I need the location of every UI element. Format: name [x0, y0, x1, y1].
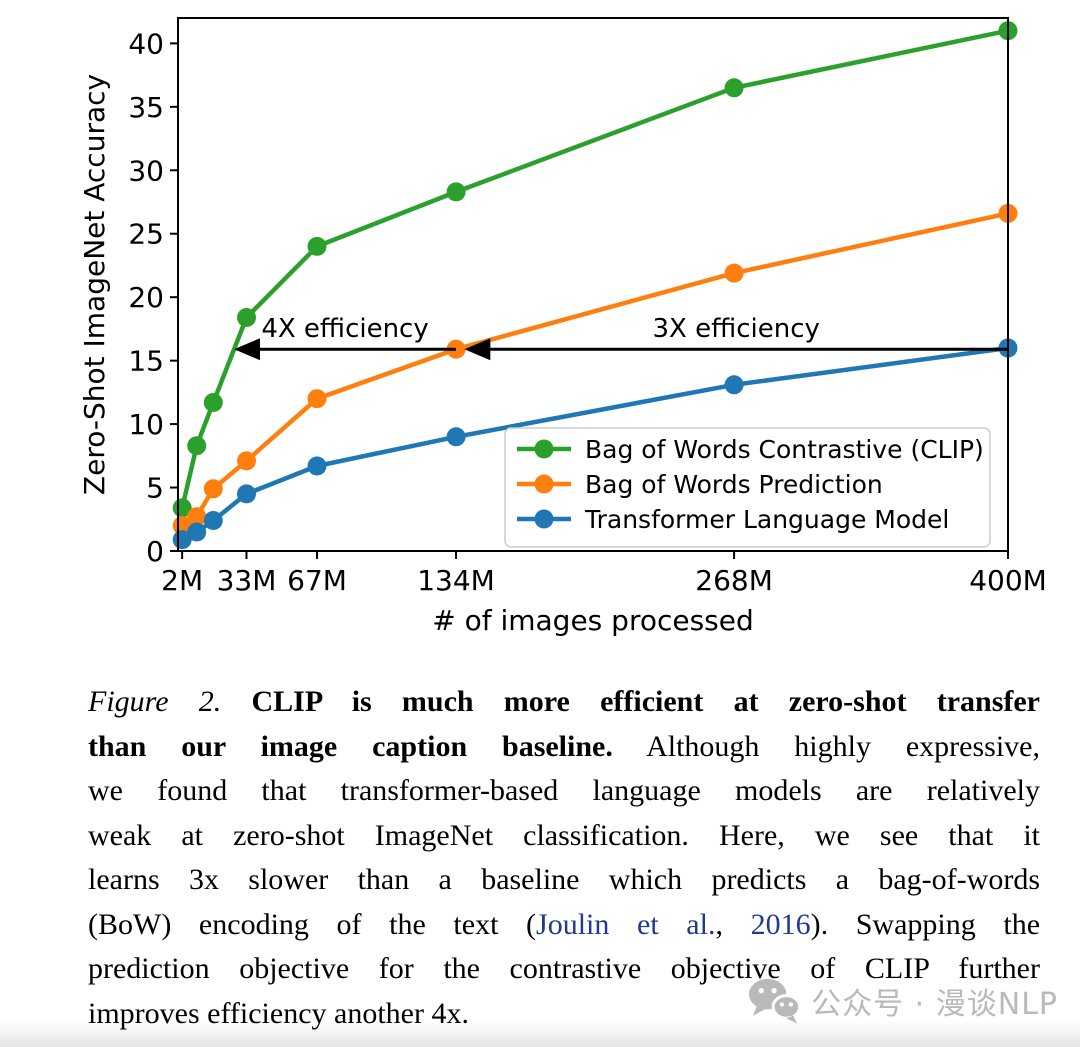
caption-line: we found that transformer-based language…	[88, 769, 1040, 814]
legend-entry-label: Bag of Words Prediction	[585, 470, 883, 499]
y-tick-label: 10	[128, 408, 164, 441]
caption-text: ). Swapping the	[810, 907, 1041, 941]
y-tick-label: 30	[128, 154, 164, 187]
caption-text: (BoW) encoding of the text (	[88, 907, 537, 941]
legend-entry-label: Transformer Language Model	[584, 505, 949, 534]
data-point	[187, 436, 207, 456]
watermark: 公众号 · 漫谈NLP	[748, 975, 1058, 1027]
bottom-gradient	[0, 1021, 1080, 1047]
caption-line: than our image caption baseline. Althoug…	[88, 725, 1040, 770]
plot-border	[177, 17, 1009, 552]
data-point	[446, 427, 466, 447]
y-tick-label: 35	[128, 91, 164, 124]
citation-link[interactable]: Joulin et al.	[536, 907, 716, 941]
caption-line: weak at zero-shot ImageNet classificatio…	[88, 814, 1040, 859]
x-tick-label: 2M	[161, 564, 203, 597]
caption-line: (BoW) encoding of the text (Joulin et al…	[88, 903, 1040, 948]
legend-marker	[534, 474, 554, 494]
legend-marker	[534, 509, 554, 529]
y-tick-label: 40	[128, 27, 164, 60]
data-point	[446, 182, 466, 202]
y-tick-label: 15	[128, 345, 164, 378]
data-point	[307, 456, 327, 476]
caption-line: improves efficiency another 4x.	[88, 992, 1040, 1037]
x-tick-label: 268M	[695, 564, 773, 597]
legend-box	[504, 427, 991, 548]
x-tick-label: 33M	[217, 564, 277, 597]
figure2-caption: Figure 2. CLIP is much more efficient at…	[88, 680, 1040, 1036]
y-tick-label: 0	[146, 535, 164, 568]
data-point	[203, 511, 223, 530]
data-point	[237, 484, 256, 504]
data-point	[724, 263, 744, 283]
data-point	[203, 393, 223, 412]
caption-text: ,	[715, 907, 751, 941]
data-point	[446, 339, 466, 359]
x-tick-label: 67M	[287, 564, 347, 597]
figure2-chart: 0 5 10 15 20 25 30 35 40 2M 33M 67M 134M 268M 400M # of…	[78, 17, 1047, 637]
caption-line: Figure 2. CLIP is much more efficient at…	[88, 680, 1040, 725]
y-axis-label: Zero-Shot ImageNet Accuracy	[78, 74, 111, 495]
x-tick-label: 134M	[417, 564, 495, 597]
arrowhead	[464, 338, 491, 361]
x-axis-label: # of images processed	[432, 604, 754, 637]
y-tick-label: 25	[128, 218, 164, 251]
caption-line: prediction objective for the contrastive…	[88, 947, 1040, 992]
caption-text: prediction objective for the contrastive…	[88, 952, 1040, 985]
efficiency-label: 3X efficiency	[652, 314, 819, 344]
citation-link[interactable]: 2016	[750, 907, 811, 941]
y-tick-label: 20	[128, 281, 164, 314]
data-point	[307, 389, 327, 409]
data-point	[724, 78, 744, 98]
y-tick-label: 5	[146, 472, 164, 505]
data-point	[724, 375, 744, 395]
caption-text: learns 3x slower than a baseline which p…	[88, 863, 1040, 896]
watermark-text: 公众号 · 漫谈NLP	[811, 987, 1058, 1022]
data-point	[237, 451, 256, 471]
chart-svg: 0 5 10 15 20 25 30 35 40 2M 33M 67M 134M 268M 400M # of…	[78, 17, 1047, 637]
data-point	[237, 308, 256, 327]
caption-text: Although highly expressive,	[612, 729, 1040, 763]
caption-text: CLIP is much more efficient at zero-shot…	[251, 685, 1041, 718]
caption-text: Figure 2.	[88, 685, 252, 718]
caption-text: improves efficiency another 4x.	[88, 996, 469, 1030]
caption-line: learns 3x slower than a baseline which p…	[88, 858, 1040, 903]
efficiency-label: 4X efficiency	[261, 314, 428, 344]
data-point	[187, 522, 207, 542]
caption-text: we found that transformer-based language…	[88, 774, 1040, 807]
caption-text: weak at zero-shot ImageNet classificatio…	[88, 818, 1040, 852]
data-point	[203, 479, 223, 499]
legend-marker	[534, 439, 554, 459]
caption-text: than our image caption baseline.	[88, 729, 613, 763]
data-point	[307, 236, 327, 256]
arrowhead	[234, 338, 261, 361]
x-tick-label: 400M	[969, 564, 1047, 597]
legend-entry-label: Bag of Words Contrastive (CLIP)	[585, 435, 984, 464]
data-point	[187, 507, 207, 527]
wechat-icon	[748, 978, 802, 1024]
